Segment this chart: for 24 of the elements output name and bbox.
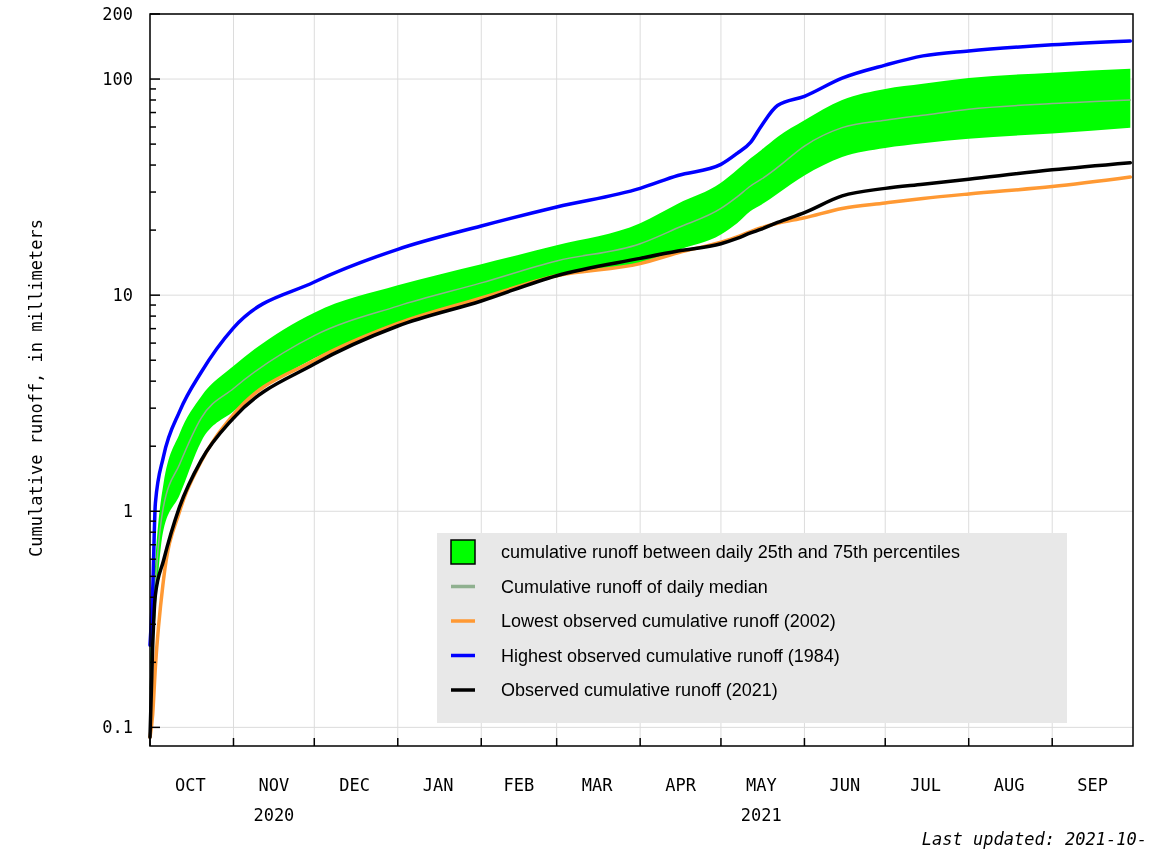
legend-label: Cumulative runoff of daily median	[501, 576, 768, 597]
x-tick-label: NOV 2020	[253, 775, 295, 825]
legend-label: Highest observed cumulative runoff (1984)	[501, 645, 840, 666]
legend-label: Observed cumulative runoff (2021)	[501, 680, 778, 701]
y-tick-label: 100	[102, 69, 133, 89]
x-tick-label: APR	[665, 775, 697, 795]
y-tick-label: 200	[102, 3, 133, 24]
x-tick-label: OCT	[175, 775, 206, 795]
x-tick-label: SEP	[1077, 775, 1108, 795]
x-tick-label: JAN	[422, 775, 454, 795]
legend-title: cumulative runoff between daily 25th and 75th percentiles	[501, 542, 960, 563]
text: Last updated: 2021-10-	[921, 829, 1147, 849]
x-tick-label: MAR	[581, 775, 614, 795]
x-tick-label: JUL	[910, 775, 941, 795]
x-tick-label: DEC	[339, 775, 371, 795]
y-axis-title: Cumulative runoff, in millimeters	[26, 219, 46, 557]
legend-label: Lowest observed cumulative runoff (2002)	[501, 611, 836, 632]
y-tick-label: 0.1	[102, 717, 133, 738]
x-tick-label: MAY 2021	[740, 775, 782, 825]
x-tick-label: AUG	[993, 775, 1025, 795]
y-tick-label: 1	[122, 501, 133, 522]
y-tick-label: 10	[112, 285, 133, 306]
x-tick-label: JUN	[829, 775, 861, 795]
x-tick-label: FEB	[503, 775, 535, 795]
